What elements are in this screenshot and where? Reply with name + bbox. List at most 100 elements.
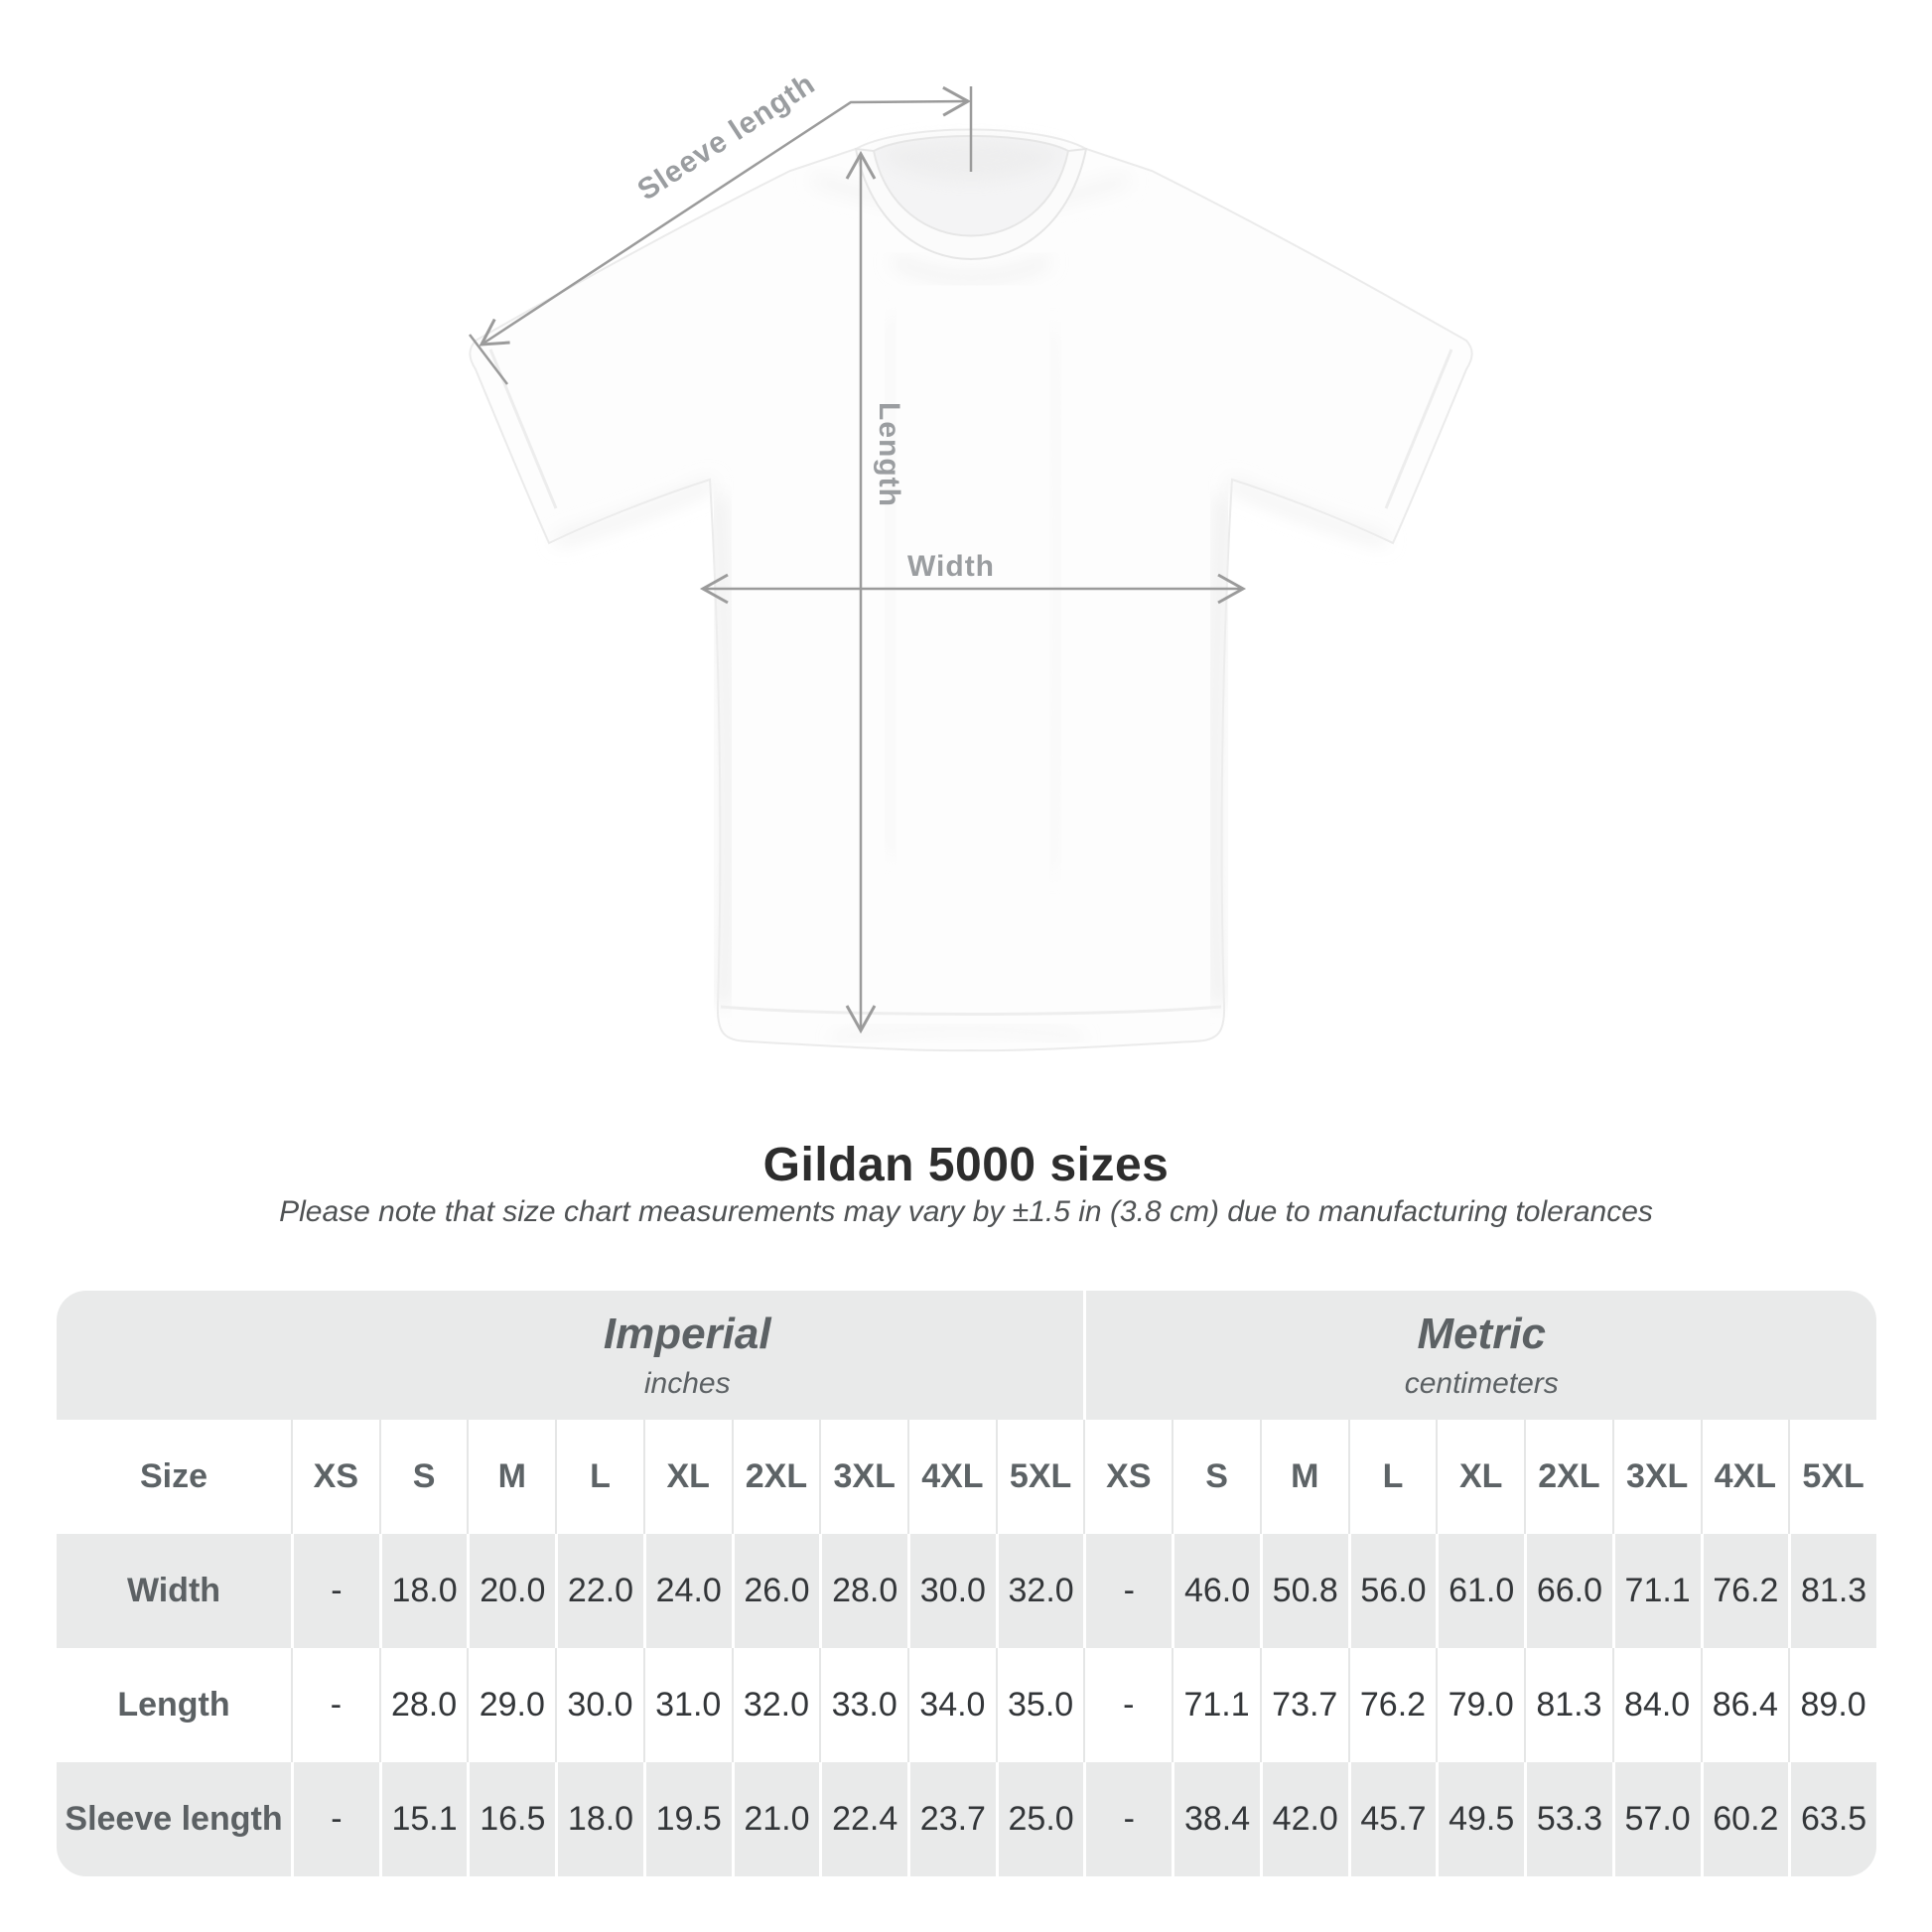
size-col-header: 4XL xyxy=(1700,1420,1789,1534)
value-cell: 32.0 xyxy=(995,1534,1084,1648)
tshirt-body xyxy=(469,128,1473,1052)
value-cell: 61.0 xyxy=(1436,1534,1525,1648)
size-column-header: Size xyxy=(57,1420,291,1534)
page-title: Gildan 5000 sizes xyxy=(762,1139,1170,1191)
value-cell: 24.0 xyxy=(642,1534,732,1648)
value-cell: 21.0 xyxy=(731,1762,820,1876)
size-col-header: M xyxy=(1259,1420,1348,1534)
size-col-header: XS xyxy=(1083,1420,1173,1534)
value-cell: 50.8 xyxy=(1259,1534,1348,1648)
size-col-header: 3XL xyxy=(1611,1420,1701,1534)
size-col-header: S xyxy=(1172,1420,1260,1534)
value-cell: 30.0 xyxy=(555,1648,643,1762)
size-col-header: 3XL xyxy=(819,1420,908,1534)
value-cell: 33.0 xyxy=(819,1648,908,1762)
value-cell: - xyxy=(1083,1534,1173,1648)
size-table: Imperial inches Metric centimeters Size … xyxy=(57,1291,1876,1876)
imperial-label: Imperial xyxy=(603,1310,771,1358)
size-col-header: 4XL xyxy=(907,1420,996,1534)
table-row: Sleeve length -15.1 16.5 18.0 19.5 21.0 22.4 23… xyxy=(57,1762,1876,1876)
value-cell: 71.1 xyxy=(1611,1534,1701,1648)
row-label: Width xyxy=(57,1534,291,1648)
table-row: Length -28.0 29.0 30.0 31.0 32.0 33.0 34.0 35.0-… xyxy=(57,1648,1876,1762)
value-cell: 56.0 xyxy=(1347,1534,1437,1648)
size-col-header: 5XL xyxy=(995,1420,1084,1534)
value-cell: 42.0 xyxy=(1259,1762,1348,1876)
value-cell: 63.5 xyxy=(1788,1762,1876,1876)
value-cell: 30.0 xyxy=(907,1534,996,1648)
value-cell: 25.0 xyxy=(995,1762,1084,1876)
value-cell: 81.3 xyxy=(1524,1648,1612,1762)
size-col-header: 2XL xyxy=(731,1420,820,1534)
value-cell: 38.4 xyxy=(1172,1762,1260,1876)
table-row: Width -18.0 20.0 22.0 24.0 26.0 28.0 30.0 32.0-4… xyxy=(57,1534,1876,1648)
value-cell: 66.0 xyxy=(1524,1534,1612,1648)
size-col-header: L xyxy=(1347,1420,1437,1534)
value-cell: 76.2 xyxy=(1700,1534,1789,1648)
value-cell: - xyxy=(291,1534,379,1648)
value-cell: 79.0 xyxy=(1436,1648,1525,1762)
value-cell: - xyxy=(1083,1648,1173,1762)
size-col-header: XL xyxy=(642,1420,732,1534)
tolerance-note: Please note that size chart measurements… xyxy=(279,1195,1653,1228)
value-cell: 16.5 xyxy=(467,1762,556,1876)
value-cell: 53.3 xyxy=(1524,1762,1612,1876)
unit-band-row: Imperial inches Metric centimeters xyxy=(57,1291,1876,1420)
value-cell: - xyxy=(291,1762,379,1876)
value-cell: 32.0 xyxy=(731,1648,820,1762)
value-cell: 84.0 xyxy=(1611,1648,1701,1762)
value-cell: 89.0 xyxy=(1788,1648,1876,1762)
size-col-header: XS xyxy=(291,1420,379,1534)
size-col-header: M xyxy=(467,1420,556,1534)
value-cell: 73.7 xyxy=(1259,1648,1348,1762)
value-cell: 81.3 xyxy=(1788,1534,1876,1648)
sleeve-length-dimension-line xyxy=(479,85,972,346)
size-col-header: 5XL xyxy=(1788,1420,1876,1534)
size-header-row: Size XS S M L XL 2XL 3XL 4XL 5XL XS S M L XL 2XL 3XL 4XL… xyxy=(57,1420,1876,1534)
value-cell: 49.5 xyxy=(1436,1762,1525,1876)
metric-unit: centimeters xyxy=(1404,1367,1559,1400)
value-cell: 28.0 xyxy=(378,1648,468,1762)
metric-label: Metric xyxy=(1417,1310,1547,1358)
value-cell: 86.4 xyxy=(1700,1648,1789,1762)
value-cell: 22.4 xyxy=(819,1762,908,1876)
value-cell: 76.2 xyxy=(1347,1648,1437,1762)
value-cell: 71.1 xyxy=(1172,1648,1260,1762)
value-cell: 15.1 xyxy=(378,1762,468,1876)
size-table-container: Imperial inches Metric centimeters Size … xyxy=(57,1291,1876,1876)
width-label: Width xyxy=(907,550,995,583)
value-cell: 35.0 xyxy=(995,1648,1084,1762)
measurement-annotations xyxy=(469,85,1247,1035)
value-cell: 46.0 xyxy=(1172,1534,1260,1648)
imperial-unit: inches xyxy=(643,1367,731,1400)
size-col-header: S xyxy=(378,1420,468,1534)
value-cell: 18.0 xyxy=(378,1534,468,1648)
tshirt-image xyxy=(469,128,1473,1052)
value-cell: 18.0 xyxy=(555,1762,643,1876)
value-cell: 23.7 xyxy=(907,1762,996,1876)
size-col-header: L xyxy=(555,1420,643,1534)
size-col-header: 2XL xyxy=(1524,1420,1612,1534)
value-cell: 19.5 xyxy=(642,1762,732,1876)
value-cell: 34.0 xyxy=(907,1648,996,1762)
row-label: Sleeve length xyxy=(57,1762,291,1876)
value-cell: - xyxy=(291,1648,379,1762)
value-cell: 20.0 xyxy=(467,1534,556,1648)
band-spacer xyxy=(57,1291,291,1420)
value-cell: 22.0 xyxy=(555,1534,643,1648)
tshirt-measurement-diagram: Sleeve length Length Width xyxy=(469,68,1473,1052)
size-col-header: XL xyxy=(1436,1420,1525,1534)
metric-group-header: Metric centimeters xyxy=(1083,1291,1876,1420)
value-cell: 31.0 xyxy=(642,1648,732,1762)
value-cell: 28.0 xyxy=(819,1534,908,1648)
length-label: Length xyxy=(873,402,905,507)
value-cell: - xyxy=(1083,1762,1173,1876)
sleeve-end-tick xyxy=(469,334,508,385)
row-label: Length xyxy=(57,1648,291,1762)
value-cell: 29.0 xyxy=(467,1648,556,1762)
value-cell: 60.2 xyxy=(1700,1762,1789,1876)
value-cell: 45.7 xyxy=(1347,1762,1437,1876)
imperial-group-header: Imperial inches xyxy=(291,1291,1084,1420)
value-cell: 57.0 xyxy=(1611,1762,1701,1876)
